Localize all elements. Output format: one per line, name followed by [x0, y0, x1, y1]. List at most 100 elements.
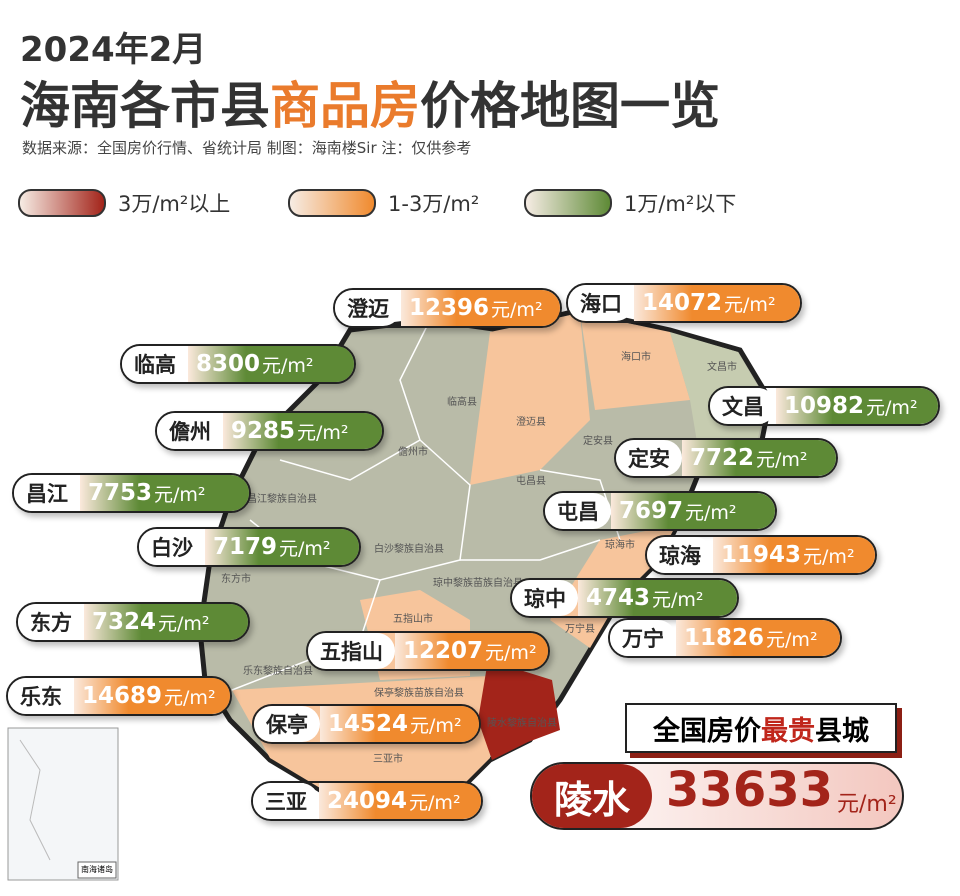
county-label: 文昌 10982 元/m² — [708, 386, 940, 426]
county-price: 9285 — [231, 418, 296, 444]
county-price: 14689 — [82, 683, 163, 709]
featured-heading: 全国房价 最贵 县城 — [625, 703, 897, 753]
county-price: 14524 — [328, 711, 409, 737]
legend-swatch — [288, 189, 376, 217]
county-price-box: 7324 元/m² — [84, 604, 248, 640]
map-label: 陵水黎族自治县 — [487, 716, 557, 729]
county-price: 7324 — [92, 609, 157, 635]
map-label: 白沙黎族自治县 — [374, 542, 444, 555]
featured-label: 陵水 33633 元/m² — [530, 762, 904, 830]
county-name: 万宁 — [610, 620, 676, 656]
heading-highlight: 最贵 — [761, 715, 815, 747]
county-price: 24094 — [327, 788, 408, 814]
county-name: 琼中 — [512, 580, 578, 616]
county-price-box: 10982 元/m² — [776, 388, 938, 424]
county-price: 7179 — [213, 534, 278, 560]
county-price-box: 4743 元/m² — [578, 580, 737, 616]
heading-post: 县城 — [815, 715, 869, 747]
map-label: 海口市 — [621, 350, 651, 363]
county-price-box: 12396 元/m² — [401, 290, 560, 326]
county-label: 儋州 9285 元/m² — [155, 411, 384, 451]
county-price-box: 12207 元/m² — [395, 633, 548, 669]
county-label: 万宁 11826 元/m² — [608, 618, 842, 658]
county-label: 东方 7324 元/m² — [16, 602, 250, 642]
map-label: 澄迈县 — [516, 415, 546, 428]
county-price-box: 11826 元/m² — [676, 620, 840, 656]
county-name: 海口 — [568, 285, 634, 321]
title-pre: 海南各市县 — [20, 77, 270, 135]
county-label: 屯昌 7697 元/m² — [543, 491, 777, 531]
unit: 元/m² — [766, 628, 818, 651]
heading-pre: 全国房价 — [653, 715, 761, 747]
county-label: 定安 7722 元/m² — [614, 438, 838, 478]
legend-swatch — [18, 189, 106, 217]
county-name: 保亭 — [254, 706, 320, 742]
legend-item: 1-3万/m² — [288, 188, 479, 218]
county-name: 屯昌 — [545, 493, 611, 529]
legend-label: 1万/m²以下 — [624, 192, 737, 216]
county-label: 白沙 7179 元/m² — [137, 527, 361, 567]
map-label: 琼海市 — [605, 538, 635, 551]
unit: 元/m² — [410, 714, 462, 737]
unit: 元/m² — [803, 545, 855, 568]
map-label: 三亚市 — [373, 752, 403, 765]
county-label: 三亚 24094 元/m² — [251, 781, 483, 821]
county-name: 白沙 — [139, 529, 205, 565]
map-label: 文昌市 — [707, 360, 737, 373]
county-price: 11943 — [721, 542, 802, 568]
county-label: 临高 8300 元/m² — [120, 344, 356, 384]
legend-label: 3万/m²以上 — [118, 192, 231, 216]
map-label: 临高县 — [447, 395, 477, 408]
map-label: 乐东黎族自治县 — [243, 664, 313, 677]
county-price: 11826 — [684, 625, 765, 651]
county-price: 7722 — [690, 445, 755, 471]
region-orange — [470, 313, 590, 485]
county-price-box: 14524 元/m² — [320, 706, 479, 742]
county-name: 琼海 — [647, 537, 713, 573]
county-name: 文昌 — [710, 388, 776, 424]
map-label: 昌江黎族自治县 — [247, 492, 317, 505]
unit: 元/m² — [164, 686, 216, 709]
county-name: 临高 — [122, 346, 188, 382]
map-label: 万宁县 — [565, 622, 595, 635]
unit: 元/m² — [154, 483, 206, 506]
county-price: 12207 — [403, 638, 484, 664]
inset: 南海诸岛 — [7, 727, 119, 881]
legend-label: 1-3万/m² — [388, 192, 480, 216]
county-price-box: 14689 元/m² — [74, 678, 230, 714]
unit: 元/m² — [756, 448, 808, 471]
county-price-box: 7179 元/m² — [205, 529, 359, 565]
county-name: 澄迈 — [335, 290, 401, 326]
map-label: 定安县 — [583, 434, 613, 447]
legend-swatch — [524, 189, 612, 217]
county-price: 7697 — [619, 498, 684, 524]
county-price-box: 7753 元/m² — [80, 475, 249, 511]
county-price: 10982 — [784, 393, 865, 419]
map-label: 五指山市 — [393, 612, 433, 625]
unit: 元/m² — [685, 501, 737, 524]
unit: 元/m² — [297, 421, 349, 444]
county-label: 琼海 11943 元/m² — [645, 535, 877, 575]
county-label: 五指山 12207 元/m² — [306, 631, 550, 671]
legend-item: 3万/m²以上 — [18, 188, 230, 218]
unit: 元/m² — [652, 588, 704, 611]
county-price-box: 8300 元/m² — [188, 346, 354, 382]
unit: 元/m² — [262, 354, 314, 377]
featured-name: 陵水 — [532, 764, 653, 828]
county-price: 8300 — [196, 351, 261, 377]
county-price-box: 7722 元/m² — [682, 440, 836, 476]
county-name: 东方 — [18, 604, 84, 640]
map-label: 东方市 — [221, 572, 251, 585]
unit: 元/m² — [491, 298, 543, 321]
unit: 元/m² — [279, 537, 331, 560]
county-name: 儋州 — [157, 413, 223, 449]
county-name: 定安 — [616, 440, 682, 476]
unit: 元/m² — [485, 641, 537, 664]
unit: 元/m² — [837, 792, 897, 817]
map-label: 儋州市 — [398, 445, 428, 458]
map-label: 琼中黎族苗族自治县 — [433, 576, 523, 589]
title: 海南各市县商品房价格地图一览 — [20, 66, 720, 138]
county-price: 14072 — [642, 290, 723, 316]
